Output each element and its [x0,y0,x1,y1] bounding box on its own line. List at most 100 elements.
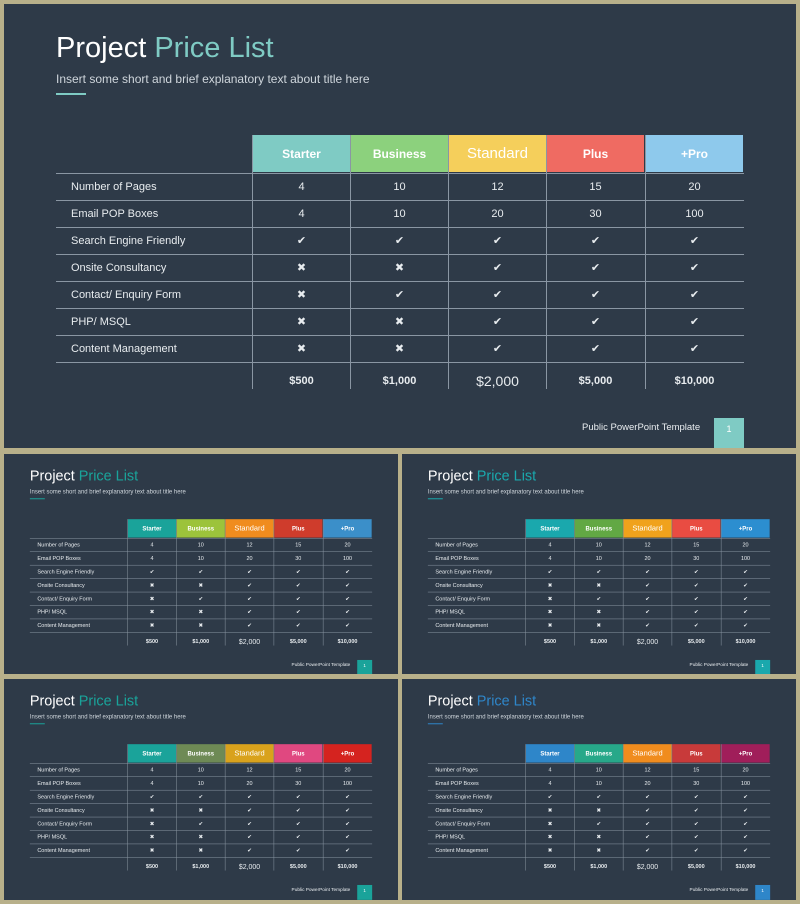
check-icon: ✔ [590,289,601,301]
check-icon: ✔ [295,834,301,841]
check-icon: ✔ [743,834,748,841]
plan-header-starter: Starter [525,519,575,538]
row-label: PHP/ MSQL [435,834,466,841]
table-cell: 100 [342,555,353,562]
table-cell: 20 [644,780,651,787]
slide-title: Project Price List [30,693,138,709]
table-cell: 30 [589,208,602,220]
check-icon: ✔ [743,847,748,854]
title-accent-line [29,498,45,500]
title-word-price-list: Price List [154,32,274,64]
cross-icon: ✖ [596,609,602,616]
row-label: Email POP Boxes [435,780,479,787]
thumbnail-slide-1[interactable]: Project Price List Insert some short and… [4,454,398,674]
title-word-project: Project [427,467,473,484]
cross-icon: ✖ [547,609,553,616]
check-icon: ✔ [693,820,699,827]
table-cell: 20 [742,767,749,774]
check-icon: ✔ [247,820,252,827]
cross-icon: ✖ [198,834,204,841]
main-slide[interactable]: Project Price List Insert some short and… [4,4,796,448]
table-cell: 15 [295,542,302,549]
table-cell: 4 [548,780,552,787]
thumbnail-slide-3[interactable]: Project Price List Insert some short and… [4,679,398,900]
cross-icon: ✖ [596,847,602,854]
check-icon: ✔ [689,343,700,355]
row-label: Search Engine Friendly [435,568,493,575]
check-icon: ✔ [693,582,699,589]
cross-icon: ✖ [596,582,602,589]
table-cell: 12 [644,542,651,549]
row-label: Content Management [435,847,488,854]
plan-header-plus: Plus [274,744,323,763]
table-row: Email POP Boxes 4 10 20 30 100 [427,552,771,566]
check-icon: ✔ [693,622,699,629]
table-cell: 4 [150,780,154,787]
price-value: $5,000 [687,863,705,870]
price-value: $10,000 [337,863,358,870]
row-label: PHP/ MSQL [435,609,466,616]
check-icon: ✔ [247,582,252,589]
table-row: Content Management ✖ ✖ ✔ ✔ ✔ [29,844,373,858]
cross-icon: ✖ [296,262,307,274]
row-label: Search Engine Friendly [71,235,186,247]
table-cell: 100 [685,208,704,220]
check-icon: ✔ [492,262,503,274]
table-cell: 4 [150,767,154,774]
row-label: Onsite Consultancy [435,807,483,814]
price-value: $10,000 [674,375,715,387]
row-divider [56,362,744,363]
cross-icon: ✖ [149,622,155,629]
cross-icon: ✖ [547,595,553,602]
table-row: Search Engine Friendly ✔ ✔ ✔ ✔ ✔ [56,228,744,255]
table-cell: 4 [150,555,154,562]
table-row: Onsite Consultancy ✖ ✖ ✔ ✔ ✔ [29,579,373,593]
table-cell: 10 [595,555,602,562]
table-cell: 20 [344,767,351,774]
check-icon: ✔ [693,834,699,841]
check-icon: ✔ [492,316,503,328]
table-row: Search Engine Friendly ✔ ✔ ✔ ✔ ✔ [427,565,771,579]
check-icon: ✔ [295,582,301,589]
check-icon: ✔ [596,793,602,800]
check-icon: ✔ [345,582,350,589]
cross-icon: ✖ [596,834,602,841]
cross-icon: ✖ [149,834,155,841]
check-icon: ✔ [345,622,350,629]
table-cell: 10 [393,181,406,193]
check-icon: ✔ [693,793,699,800]
row-label: Content Management [37,622,90,629]
check-icon: ✔ [645,820,650,827]
check-icon: ✔ [743,622,748,629]
plan-header-business: Business [351,135,448,172]
check-icon: ✔ [345,595,350,602]
table-cell: 20 [344,542,351,549]
title-accent-line [29,723,45,725]
price-value: $500 [543,863,557,870]
row-label: Contact/ Enquiry Form [37,595,93,602]
check-icon: ✔ [693,609,699,616]
check-icon: ✔ [149,793,155,800]
plan-header-plus: Plus [547,135,644,172]
cross-icon: ✖ [547,622,553,629]
plan-header-standard: Standard [225,744,274,763]
check-icon: ✔ [645,609,650,616]
plan-header-standard: Standard [623,519,672,538]
price-value: $5,000 [687,638,705,645]
row-label: Onsite Consultancy [71,262,167,274]
price-value: $10,000 [735,863,756,870]
cross-icon: ✖ [149,609,155,616]
table-cell: 12 [246,767,253,774]
thumbnail-slide-2[interactable]: Project Price List Insert some short and… [402,454,796,674]
row-label: Email POP Boxes [71,208,159,220]
title-word-price-list: Price List [78,692,139,709]
column-divider [448,135,449,389]
table-row: PHP/ MSQL ✖ ✖ ✔ ✔ ✔ [56,309,744,336]
thumbnail-slide-4[interactable]: Project Price List Insert some short and… [402,679,796,900]
table-cell: 10 [595,780,602,787]
table-row: Number of Pages 4 10 12 15 20 [29,539,373,553]
slide-subtitle: Insert some short and brief explanatory … [427,712,584,720]
footer-text: Public PowerPoint Template [291,886,351,893]
table-row: Content Management ✖ ✖ ✔ ✔ ✔ [427,619,771,633]
footer-text: Public PowerPoint Template [291,661,351,668]
